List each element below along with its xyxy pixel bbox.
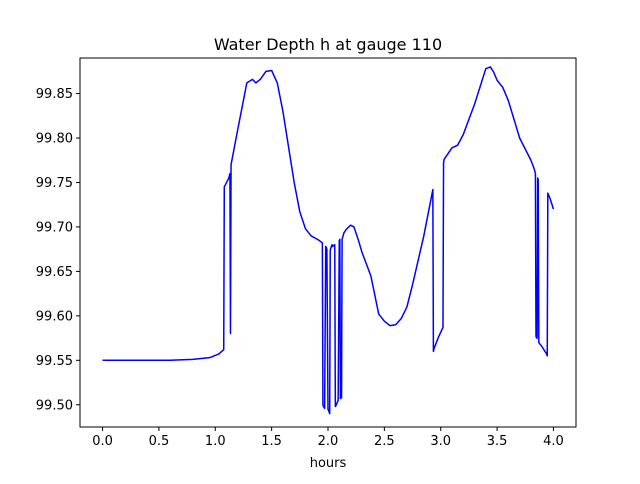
x-tick-label: 1.5 [261,434,282,449]
y-tick-label: 99.65 [36,265,73,280]
y-axis: 99.50 99.55 99.60 99.65 99.70 99.75 99.80 99.85 [36,87,80,413]
y-tick-label: 99.75 [36,176,73,191]
chart-title: Water Depth h at gauge 110 [214,35,442,54]
y-tick-label: 99.55 [36,354,73,369]
y-tick-label: 99.50 [36,398,73,413]
x-tick-label: 1.0 [205,434,226,449]
x-tick-label: 4.0 [543,434,564,449]
y-tick-label: 99.70 [36,220,73,235]
x-tick-label: 0.5 [149,434,170,449]
x-tick-label: 2.5 [374,434,395,449]
x-axis-label: hours [310,456,347,471]
y-tick-label: 99.85 [36,87,73,102]
series-line-0 [102,66,555,415]
y-tick-label: 99.60 [36,309,73,324]
x-tick-label: 3.5 [487,434,508,449]
x-tick-label: 3.0 [430,434,451,449]
y-tick-label: 99.80 [36,132,73,147]
x-tick-label: 2.0 [318,434,339,449]
x-tick-label: 0.0 [92,434,113,449]
x-axis: 0.0 0.5 1.0 1.5 2.0 2.5 3.0 3.5 4.0 [92,427,564,449]
